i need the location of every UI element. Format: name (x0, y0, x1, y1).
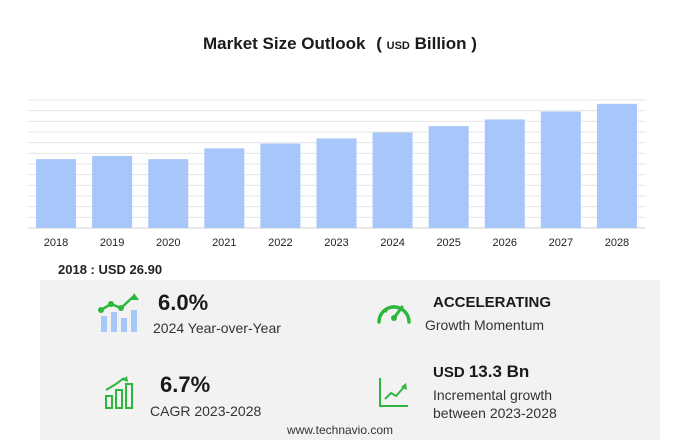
unit-currency: USD (386, 40, 410, 52)
line-chart-icon (379, 378, 408, 407)
base-year-value: 2018 : USD 26.90 (58, 262, 163, 277)
x-tick-label: 2028 (605, 237, 629, 249)
momentum-label: Growth Momentum (425, 317, 545, 333)
cagr-value: 6.7% (160, 372, 211, 397)
bar-2023 (316, 138, 357, 228)
bar-2021 (204, 148, 245, 228)
title-unit: ( USD Billion ) (376, 34, 477, 53)
bar-2022 (260, 143, 301, 228)
incremental-amount: 13.3 Bn (468, 362, 530, 381)
x-tick-label: 2021 (212, 237, 236, 249)
growth-bars-icon (98, 293, 139, 332)
bar-2028 (596, 103, 637, 228)
bar-2020 (148, 159, 189, 228)
kpi-incremental: USD 13.3 Bn Incremental growth between 2… (378, 362, 638, 422)
chart-title: Market Size Outlook ( USD Billion ) (0, 34, 680, 54)
yoy-label: 2024 Year-over-Year (153, 320, 281, 336)
x-tick-labels: 2018 2019 2020 2021 2022 2023 2024 2025 2026 2027… (44, 237, 629, 249)
incremental-value: USD 13.3 Bn (433, 362, 529, 382)
x-tick-label: 2025 (436, 237, 460, 249)
x-tick-label: 2020 (156, 237, 180, 249)
bar-2019 (92, 156, 133, 228)
x-tick-label: 2024 (380, 237, 404, 249)
bar-2024 (372, 132, 413, 228)
x-tick-label: 2026 (493, 237, 517, 249)
kpi-momentum: ACCELERATING Growth Momentum (375, 292, 615, 342)
bar-2025 (428, 126, 469, 228)
x-tick-label: 2019 (100, 237, 124, 249)
kpi-yoy: 6.0% 2024 Year-over-Year (98, 290, 338, 340)
unit-scale: Billion (414, 34, 467, 53)
x-tick-label: 2027 (549, 237, 573, 249)
bar-chart: 2018 2019 2020 2021 2022 2023 2024 2025 2026 2027… (28, 99, 645, 249)
bar-2027 (540, 111, 581, 228)
incremental-currency: USD (433, 364, 465, 381)
bar-2026 (484, 119, 525, 228)
yoy-value: 6.0% (158, 290, 209, 315)
bar-2018 (36, 159, 77, 228)
source-footer: www.technavio.com (286, 423, 394, 437)
bars (36, 103, 637, 228)
incremental-label-2: between 2023-2028 (433, 405, 557, 421)
unit-close: ) (471, 34, 477, 53)
bar-chart-up-icon (105, 376, 133, 409)
cagr-label: CAGR 2023-2028 (150, 403, 262, 419)
title-text: Market Size Outlook (203, 34, 366, 53)
x-tick-label: 2018 (44, 237, 68, 249)
x-tick-label: 2023 (324, 237, 348, 249)
incremental-label-1: Incremental growth (433, 387, 553, 403)
unit-open: ( (376, 34, 382, 53)
speedometer-icon (377, 305, 411, 324)
momentum-value: ACCELERATING (433, 294, 552, 311)
x-tick-label: 2022 (268, 237, 292, 249)
kpi-cagr: 6.7% CAGR 2023-2028 (104, 372, 344, 422)
kpi-panel (40, 280, 660, 440)
